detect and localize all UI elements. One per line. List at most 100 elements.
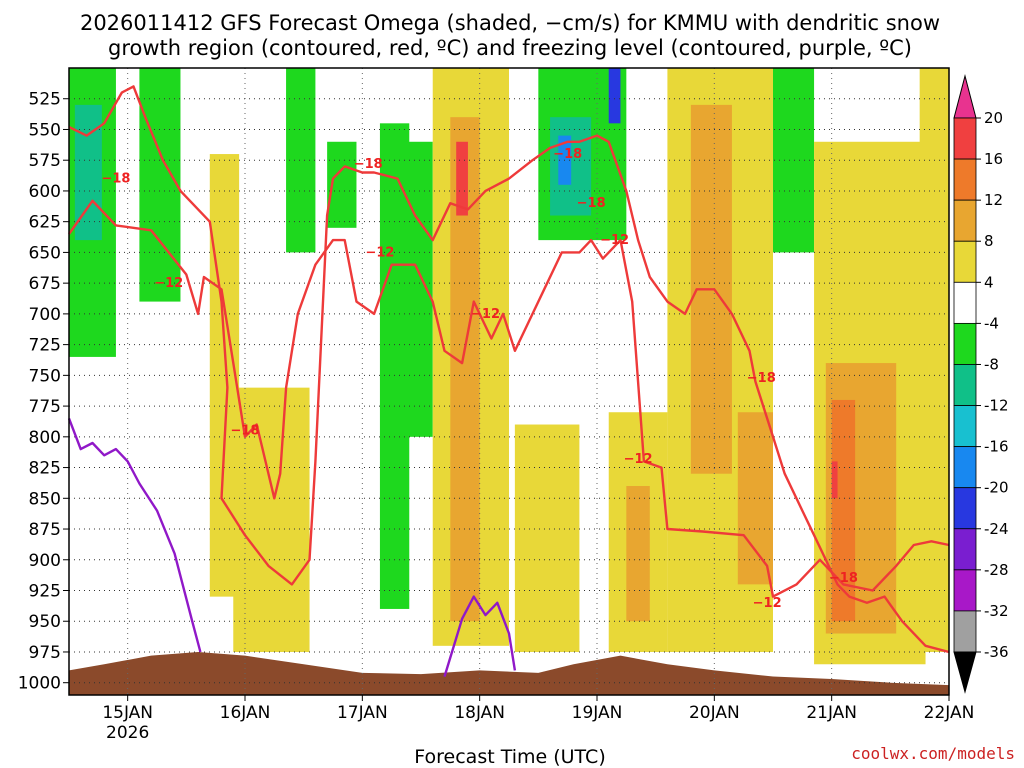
y-tick-label-550: 550: [29, 120, 61, 140]
y-tick-label-950: 950: [29, 612, 61, 632]
y-tick-label-575: 575: [29, 151, 61, 171]
y-tick-label-925: 925: [29, 582, 61, 602]
y-tick-label-750: 750: [29, 366, 61, 386]
omega-region-16: [608, 68, 621, 124]
temperature-contours: −12 −12 −12 −12 −12 −12 −18 −18 −18 −18 −18 −18 −18: [67, 85, 950, 677]
colorbar-label-10: -24: [984, 520, 1009, 538]
colorbar-label-13: -36: [984, 643, 1009, 661]
colorbar-bin-5: [953, 281, 977, 324]
colorbar-bin-9: [953, 446, 977, 489]
omega-region-27: [919, 68, 949, 652]
contour-label-1-3: −18: [553, 147, 582, 162]
contour--12-C: [68, 199, 950, 598]
omega-region-8: [403, 141, 433, 437]
y-tick-label-825: 825: [29, 459, 61, 479]
y-tick-label-975: 975: [29, 643, 61, 663]
colorbar-label-3: 8: [984, 232, 994, 250]
contour-label-1-6: −18: [829, 571, 858, 586]
colorbar: 20 16 12 8 4 -4 -8 -12 -16 -20 -24 -28 -32 -36: [953, 74, 1009, 694]
y-tick-label-700: 700: [29, 305, 61, 325]
contour-freezing-level-18JAN-: [443, 595, 517, 677]
contour-label-1-1: −18: [231, 424, 260, 439]
contour-label-0-2: −12: [471, 307, 500, 322]
y-tick-label-900: 900: [29, 551, 61, 571]
y-tick-label-800: 800: [29, 428, 61, 448]
omega-region-26: [831, 461, 838, 499]
contour-label-1-2: −18: [354, 157, 383, 172]
x-tick-label-18JAN: 18JAN: [454, 703, 505, 723]
y-tick-label-625: 625: [29, 213, 61, 233]
colorbar-label-8: -16: [984, 438, 1009, 456]
omega-shading: [69, 68, 949, 665]
colorbar-bin-1: [953, 117, 977, 160]
colorbar-bin-3: [953, 199, 977, 242]
x-tick-label-20JAN: 20JAN: [689, 703, 740, 723]
colorbar-bin-13: [953, 610, 977, 653]
contour-label-0-3: −12: [600, 233, 629, 248]
credit-link[interactable]: coolwx.com/models: [851, 744, 1015, 763]
contour-label-1-4: −18: [577, 196, 606, 211]
contour-label-0-0: −12: [154, 276, 183, 291]
contour-label-1-0: −18: [101, 172, 130, 187]
y-tick-label-675: 675: [29, 274, 61, 294]
colorbar-bin-6: [953, 322, 977, 365]
colorbar-bin-12: [953, 569, 977, 612]
contour--18-C: [68, 85, 950, 654]
omega-region-4: [233, 387, 310, 652]
contour-label-0-5: −12: [753, 596, 782, 611]
colorbar-bottom-arrow: [953, 651, 977, 694]
colorbar-label-0: 20: [984, 109, 1003, 127]
x-tick-sublabel-15JAN: 2026: [106, 723, 149, 743]
y-tick-label-775: 775: [29, 397, 61, 417]
x-tick-label-19JAN: 19JAN: [572, 703, 623, 723]
x-tick-label-22JAN: 22JAN: [924, 703, 975, 723]
y-tick-label-725: 725: [29, 336, 61, 356]
omega-region-11: [456, 141, 468, 216]
y-tick-label-650: 650: [29, 243, 61, 263]
colorbar-bin-11: [953, 528, 977, 571]
colorbar-bin-7: [953, 364, 977, 406]
colorbar-label-1: 16: [984, 150, 1003, 168]
omega-region-2: [139, 68, 181, 302]
x-tick-label-15JAN: 15JAN: [102, 703, 153, 723]
colorbar-bin-2: [953, 158, 977, 201]
omega-region-12: [514, 424, 580, 652]
grid-lines: [69, 68, 950, 695]
contour-label-0-1: −12: [365, 245, 394, 260]
omega-region-21: [737, 412, 773, 585]
colorbar-label-12: -32: [984, 602, 1009, 620]
x-axis-label: Forecast Time (UTC): [414, 746, 605, 768]
contour-label-0-4: −12: [624, 452, 653, 467]
plot-frame: [68, 67, 950, 696]
x-tick-label-21JAN: 21JAN: [806, 703, 857, 723]
colorbar-top-arrow: [953, 74, 977, 119]
omega-region-25: [831, 399, 856, 622]
colorbar-bin-10: [953, 487, 977, 530]
omega-region-18: [626, 486, 650, 622]
y-axis-pressure: 525 550 575 600 625 650 675 700 725 750 775 800 825 8…: [18, 90, 69, 694]
y-tick-label-600: 600: [29, 182, 61, 202]
x-tick-label-16JAN: 16JAN: [220, 703, 271, 723]
colorbar-label-11: -28: [984, 561, 1009, 579]
x-tick-label-17JAN: 17JAN: [337, 703, 388, 723]
colorbar-label-6: -8: [984, 355, 999, 373]
colorbar-label-9: -20: [984, 479, 1009, 497]
colorbar-bin-8: [953, 405, 977, 448]
terrain-fill: [69, 651, 949, 695]
colorbar-label-4: 4: [984, 273, 994, 291]
y-tick-label-875: 875: [29, 520, 61, 540]
chart-title-line-2: growth region (contoured, red, ºC) and f…: [108, 36, 912, 60]
chart-title-line-1: 2026011412 GFS Forecast Omega (shaded, −…: [80, 11, 940, 35]
omega-region-5: [286, 68, 316, 253]
colorbar-bin-4: [953, 240, 977, 283]
contour-freezing-level: [67, 417, 202, 653]
colorbar-label-5: -4: [984, 314, 999, 332]
y-tick-label-1000: 1000: [18, 674, 61, 694]
colorbar-label-7: -12: [984, 397, 1009, 415]
y-tick-label-850: 850: [29, 489, 61, 509]
contour-label-1-5: −18: [747, 371, 776, 386]
colorbar-label-2: 12: [984, 191, 1003, 209]
terrain-surface: [69, 651, 949, 695]
